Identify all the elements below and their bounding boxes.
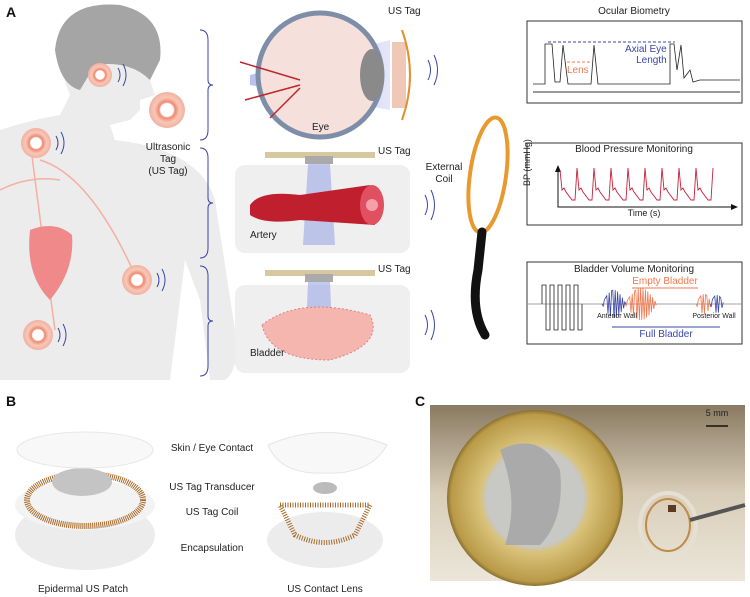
full-bladder-label: Full Bladder: [639, 329, 693, 340]
lens-label: Lens: [567, 65, 589, 76]
chart-blood-pressure: [526, 142, 743, 226]
external-coil-illustration: [466, 115, 510, 340]
echo-burst: [695, 293, 712, 314]
brackets: [199, 29, 214, 377]
panel-label-a: A: [6, 4, 17, 20]
contact-lens-illustration: [267, 432, 388, 568]
layer-transducer: US Tag Transducer: [169, 482, 255, 493]
bladder-illustration: [235, 270, 410, 373]
bladder-label: Bladder: [250, 348, 285, 359]
posterior-wall-label: Posterior Wall: [692, 313, 736, 320]
chart-ocular-biometry: [526, 20, 743, 104]
eye-label: Eye: [312, 122, 330, 133]
device-contact-lens: US Contact Lens: [287, 584, 363, 595]
coil-label-line: Coil: [435, 174, 453, 185]
echo-burst: [624, 287, 657, 320]
epidermal-patch-illustration: [15, 431, 155, 570]
coil-label-line: External: [425, 162, 463, 173]
chart-title-bladder: Bladder Volume Monitoring: [573, 264, 695, 275]
layer-coil: US Tag Coil: [185, 507, 239, 518]
device-photo: [430, 405, 746, 586]
artery-illustration: [235, 152, 410, 253]
tag-label-line: Tag: [159, 154, 177, 165]
echo-burst: [601, 289, 627, 319]
anterior-wall-label: Anterior Wall: [597, 313, 637, 320]
human-silhouette: [0, 4, 237, 380]
us-tag-label-bladder: US Tag: [378, 264, 411, 275]
scale-bar-label: 5 mm: [705, 408, 729, 418]
device-epidermal-patch: Epidermal US Patch: [37, 584, 129, 595]
axial-eye-length-label: Axial Eye Length: [625, 44, 667, 66]
external-coil-label: External Coil: [426, 162, 463, 186]
annotation: Length: [636, 55, 667, 66]
tag-label-line: (US Tag): [148, 166, 188, 177]
ultrasonic-tag-label: Ultrasonic Tag (US Tag): [146, 142, 190, 178]
chart-title-bp: Blood Pressure Monitoring: [575, 144, 693, 155]
empty-bladder-label: Empty Bladder: [632, 276, 698, 287]
panel-label-b: B: [6, 393, 17, 409]
bp-xlabel: Time (s): [627, 208, 661, 218]
annotation: Axial Eye: [625, 44, 667, 55]
us-tag-label-artery: US Tag: [378, 146, 411, 157]
layer-encapsulation: Encapsulation: [180, 543, 244, 554]
layer-skin-eye-contact: Skin / Eye Contact: [170, 443, 254, 454]
panel-label-c: C: [415, 393, 426, 409]
artery-label: Artery: [250, 230, 277, 241]
chart-bladder-volume: [526, 261, 743, 345]
chart-title-ocular: Ocular Biometry: [598, 6, 670, 17]
us-tag-label-eye: US Tag: [388, 6, 421, 17]
echo-burst: [709, 294, 724, 313]
us-tag-icons: [21, 54, 438, 350]
bp-ylabel: BP (mmHg): [522, 139, 532, 186]
eye-illustration: [239, 10, 411, 140]
tag-label-line: Ultrasonic: [145, 142, 191, 153]
